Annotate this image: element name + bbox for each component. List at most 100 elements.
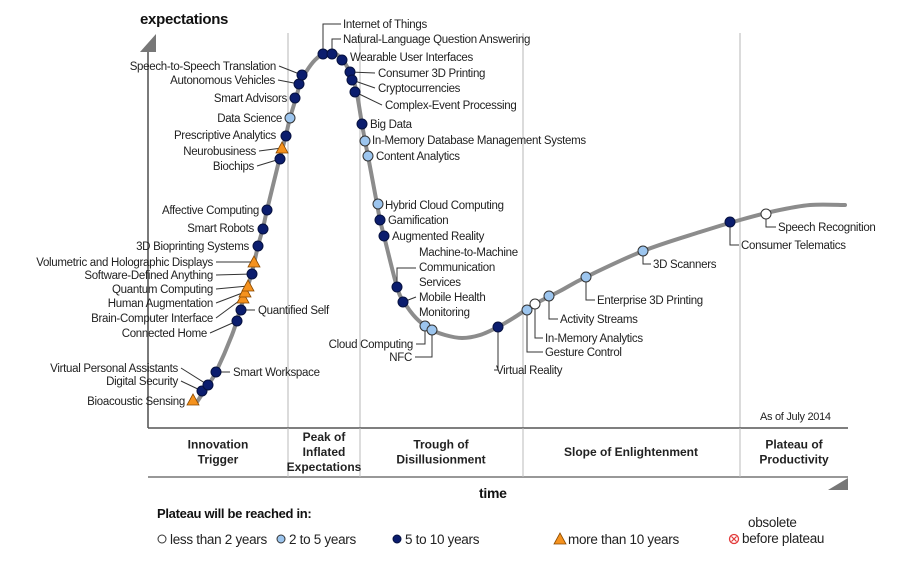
- technology-label: Mobile Health Monitoring: [419, 292, 485, 319]
- technology-marker-5to10: [326, 48, 338, 60]
- technology-marker-5to10: [274, 153, 286, 165]
- technology-label: Hybrid Cloud Computing: [385, 200, 504, 212]
- technology-marker-5to10: [246, 268, 258, 280]
- label-connector: [215, 273, 253, 276]
- technology-label: Machine-to-Machine Communication Services: [419, 247, 518, 289]
- technology-marker-5to10: [257, 223, 269, 235]
- technology-marker-gt10: [186, 393, 200, 406]
- technology-label: Enterprise 3D Printing: [597, 295, 703, 307]
- technology-label: Connected Home: [122, 328, 207, 340]
- technology-label: Autonomous Vehicles: [170, 75, 275, 87]
- technology-label: Complex-Event Processing: [385, 100, 517, 112]
- technology-marker-2to5: [543, 290, 555, 302]
- technology-marker-5to10: [346, 74, 358, 86]
- technology-marker-5to10: [356, 118, 368, 130]
- label-connector: [215, 285, 249, 290]
- technology-label: Smart Workspace: [233, 367, 320, 379]
- technology-marker-5to10: [374, 214, 386, 226]
- label-connector: [548, 296, 558, 320]
- legend-circle-icon: [392, 534, 402, 544]
- label-connector: [494, 327, 499, 371]
- technology-label: In-Memory Analytics: [545, 333, 643, 345]
- technology-marker-2to5: [372, 198, 384, 210]
- technology-label: Data Science: [217, 113, 282, 125]
- technology-marker-5to10: [289, 92, 301, 104]
- technology-label: Wearable User Interfaces: [350, 52, 474, 64]
- technology-marker-5to10: [391, 281, 403, 293]
- technology-marker-5to10: [492, 321, 504, 333]
- technology-marker-gt10: [275, 141, 289, 154]
- technology-label: Neurobusiness: [183, 146, 256, 158]
- technology-marker-5to10: [724, 216, 736, 228]
- label-connector: [526, 310, 543, 353]
- technology-marker-5to10: [336, 54, 348, 66]
- label-connector: [729, 222, 739, 246]
- technology-marker-2to5: [362, 150, 374, 162]
- technology-marker-5to10: [202, 379, 214, 391]
- phase-label: Innovation Trigger: [188, 438, 249, 467]
- legend-item-5to10: 5 to 10 years: [392, 532, 480, 547]
- phase-label: Peak of Inflated Expectations: [287, 430, 362, 474]
- phase-label: Trough of Disillusionment: [396, 438, 485, 467]
- technology-label: Big Data: [370, 119, 413, 131]
- technology-label: Bioacoustic Sensing: [87, 396, 185, 408]
- technology-marker-2to5: [521, 304, 533, 316]
- legend-circle-icon: [157, 534, 167, 544]
- x-axis-arrow-icon: [828, 478, 848, 490]
- technology-label: Speech-to-Speech Translation: [130, 61, 276, 73]
- technology-label: NFC: [389, 352, 412, 364]
- technology-label: Brain-Computer Interface: [91, 313, 213, 325]
- technology-label: Internet of Things: [343, 19, 427, 31]
- legend-label: less than 2 years: [170, 532, 268, 547]
- technology-label: Virtual Reality: [496, 365, 563, 377]
- technology-label: Human Augmentation: [108, 298, 213, 310]
- technology-label: Gamification: [388, 215, 448, 227]
- technology-marker-5to10: [280, 130, 292, 142]
- technology-marker-2to5: [637, 245, 649, 257]
- legend-label: obsolete: [748, 515, 797, 530]
- technology-label: Consumer Telematics: [741, 240, 846, 252]
- technology-label: 3D Bioprinting Systems: [136, 241, 249, 253]
- legend-label: before plateau: [742, 531, 824, 546]
- technology-marker-5to10: [252, 240, 264, 252]
- technology-marker-lt2: [760, 208, 772, 220]
- technology-label: Augmented Reality: [392, 231, 485, 243]
- technology-label: Quantum Computing: [112, 284, 213, 296]
- technology-marker-5to10: [261, 204, 273, 216]
- technology-label: Quantified Self: [258, 305, 330, 317]
- label-connector: [396, 267, 416, 287]
- x-axis-label: time: [479, 485, 507, 501]
- hype-curve: [195, 50, 847, 404]
- technology-marker-gt10: [238, 285, 252, 298]
- legend-item-lt2: less than 2 years: [157, 532, 268, 547]
- technology-marker-gt10: [236, 291, 250, 304]
- technology-marker-5to10: [210, 366, 222, 378]
- label-connector: [416, 326, 426, 345]
- technology-label: In-Memory Database Management Systems: [372, 135, 586, 147]
- legend-label: more than 10 years: [568, 532, 679, 547]
- legend-label: 5 to 10 years: [405, 532, 480, 547]
- technology-label: Virtual Personal Assistants: [50, 363, 178, 375]
- technology-marker-5to10: [231, 315, 243, 327]
- technology-label: Gesture Control: [545, 347, 622, 359]
- technology-marker-2to5: [284, 112, 296, 124]
- label-connector: [585, 277, 595, 301]
- as-of-date: As of July 2014: [760, 411, 831, 423]
- legend-obsolete-icon: [728, 533, 740, 545]
- y-axis-arrow-icon: [140, 34, 156, 52]
- technology-label: Activity Streams: [560, 314, 638, 326]
- technology-label: 3D Scanners: [653, 259, 717, 271]
- phase-label: Slope of Enlightenment: [564, 445, 698, 459]
- label-connector: [534, 304, 543, 339]
- technology-label: Software-Defined Anything: [84, 270, 213, 282]
- technology-marker-2to5: [359, 135, 371, 147]
- legend-triangle-icon: [553, 532, 567, 545]
- technology-label: Affective Computing: [162, 205, 259, 217]
- technology-label: Prescriptive Analytics: [174, 130, 277, 142]
- phase-label: Plateau of Productivity: [759, 438, 829, 467]
- legend-item-2to5: 2 to 5 years: [276, 532, 357, 547]
- technology-label: Consumer 3D Printing: [378, 68, 485, 80]
- legend-label: 2 to 5 years: [289, 532, 356, 547]
